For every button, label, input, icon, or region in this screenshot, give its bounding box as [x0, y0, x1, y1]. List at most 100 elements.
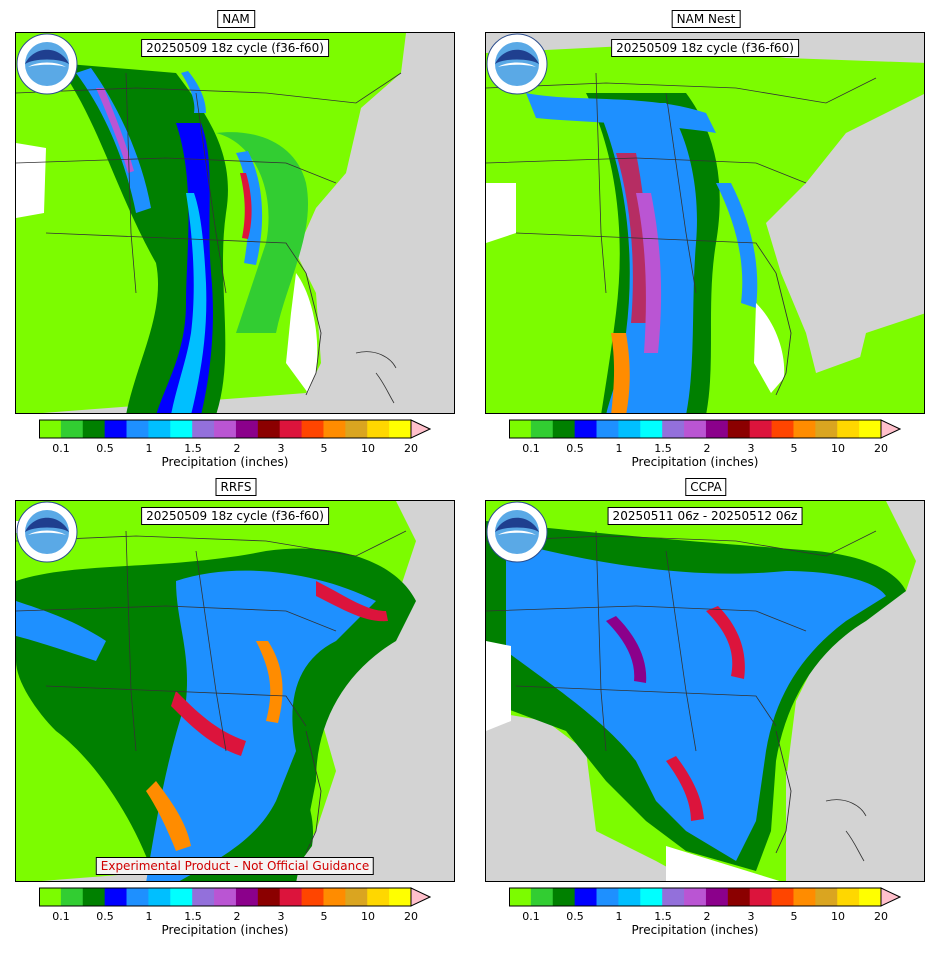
- panel-ccpa: CCPA 20250511 06z - 20250512 06z: [485, 478, 927, 940]
- colorbar-segment: [859, 420, 882, 438]
- cycle-label: 20250511 06z - 20250512 06z: [607, 507, 803, 525]
- colorbar-segment: [279, 888, 302, 906]
- precip-map-graphic: [486, 501, 924, 881]
- tick-label: 0.1: [522, 442, 540, 455]
- colorbar-border: [39, 887, 412, 907]
- noaa-logo-icon: [16, 501, 78, 563]
- colorbar-segment: [552, 888, 576, 906]
- colorbar-segment: [389, 888, 412, 906]
- colorbar-segment: [389, 420, 412, 438]
- colorbar-segment: [126, 420, 149, 438]
- colorbar-segment: [509, 420, 532, 438]
- colorbar-segment: [596, 888, 619, 906]
- colorbar-segment: [82, 888, 106, 906]
- colorbar-segments: [509, 887, 901, 907]
- tick-label: 1.5: [184, 910, 202, 923]
- panel-nam-nest: NAM Nest 20250509 18z cycle (f36-f60): [485, 10, 927, 472]
- colorbar-segment: [552, 420, 576, 438]
- tick-label: 20: [874, 442, 888, 455]
- colorbar-segment: [82, 420, 106, 438]
- panel-title: RRFS: [215, 478, 257, 496]
- colorbar-segment: [257, 420, 281, 438]
- tick-label: 2: [703, 442, 711, 455]
- colorbar-segment: [596, 420, 619, 438]
- colorbar-segment: [367, 888, 390, 906]
- tick-label: 10: [831, 910, 845, 923]
- colorbar-segment: [345, 888, 368, 906]
- colorbar-segment: [170, 888, 193, 906]
- panel-rrfs: RRFS 20250509 18z cycle (f36-f60): [15, 478, 457, 940]
- colorbar: [509, 887, 901, 907]
- colorbar-extend-arrow: [410, 887, 431, 907]
- colorbar: [39, 887, 431, 907]
- colorbar-segment: [662, 888, 685, 906]
- experimental-notice: Experimental Product - Not Official Guid…: [95, 857, 375, 875]
- colorbar-ticks: 0.1 0.5 1 1.5 2 3 5 10 20: [509, 910, 888, 924]
- colorbar-segment: [684, 888, 707, 906]
- colorbar-border: [509, 419, 882, 439]
- tick-label: 1: [145, 910, 153, 923]
- colorbar-segment: [257, 888, 281, 906]
- colorbar-segment: [104, 888, 127, 906]
- colorbar-segment: [574, 888, 597, 906]
- colorbar-label: Precipitation (inches): [161, 923, 289, 937]
- colorbar-segment: [148, 420, 171, 438]
- colorbar-label: Precipitation (inches): [631, 923, 759, 937]
- tick-label: 5: [320, 910, 328, 923]
- colorbar-segment: [574, 420, 597, 438]
- tick-label: 20: [404, 442, 418, 455]
- colorbar-ticks: 0.1 0.5 1 1.5 2 3 5 10 20: [39, 442, 418, 456]
- precip-map: 20250509 18z cycle (f36-f60): [15, 32, 455, 414]
- colorbar-segment: [509, 888, 532, 906]
- colorbar-segment: [837, 888, 860, 906]
- colorbar-segment: [192, 420, 215, 438]
- precip-map: 20250509 18z cycle (f36-f60): [485, 32, 925, 414]
- colorbar-segment: [859, 888, 882, 906]
- colorbar-segment: [530, 888, 554, 906]
- colorbar-segment: [640, 888, 663, 906]
- colorbar-segment: [793, 888, 816, 906]
- tick-label: 1: [145, 442, 153, 455]
- colorbar-extend-arrow: [880, 887, 901, 907]
- colorbar-segment: [235, 420, 259, 438]
- tick-label: 5: [320, 442, 328, 455]
- cycle-label: 20250509 18z cycle (f36-f60): [141, 507, 329, 525]
- colorbar-segment: [793, 420, 816, 438]
- colorbar-segment: [662, 420, 685, 438]
- colorbar-segment: [345, 420, 368, 438]
- colorbar-segment: [170, 420, 193, 438]
- colorbar-segments: [39, 419, 431, 439]
- colorbar-segment: [771, 420, 794, 438]
- colorbar-segment: [301, 888, 324, 906]
- colorbar-segment: [749, 420, 772, 438]
- colorbar-extend-arrow: [410, 419, 431, 439]
- colorbar: [509, 419, 901, 439]
- colorbar-border: [39, 419, 412, 439]
- colorbar-segment: [214, 420, 237, 438]
- colorbar-segment: [39, 420, 62, 438]
- colorbar-segment: [618, 888, 641, 906]
- precip-map-graphic: [486, 33, 924, 413]
- tick-label: 3: [277, 442, 285, 455]
- colorbar: [39, 419, 431, 439]
- colorbar-segment: [323, 420, 346, 438]
- colorbar-segments: [509, 419, 901, 439]
- noaa-logo-icon: [16, 33, 78, 95]
- tick-label: 0.5: [96, 442, 114, 455]
- colorbar-segment: [148, 888, 171, 906]
- colorbar-segment: [771, 888, 794, 906]
- tick-label: 0.1: [52, 442, 70, 455]
- tick-label: 5: [790, 910, 798, 923]
- panel-nam: NAM 20250509 18z cycle (f36-f60): [15, 10, 457, 472]
- colorbar-border: [509, 887, 882, 907]
- tick-label: 1.5: [654, 442, 672, 455]
- tick-label: 1: [615, 442, 623, 455]
- colorbar-segment: [815, 888, 838, 906]
- tick-label: 0.5: [566, 910, 584, 923]
- panel-title: NAM Nest: [671, 10, 741, 28]
- tick-label: 1.5: [654, 910, 672, 923]
- precip-map-graphic: [16, 501, 454, 881]
- cycle-label: 20250509 18z cycle (f36-f60): [141, 39, 329, 57]
- noaa-logo-icon: [486, 501, 548, 563]
- panel-title: CCPA: [685, 478, 727, 496]
